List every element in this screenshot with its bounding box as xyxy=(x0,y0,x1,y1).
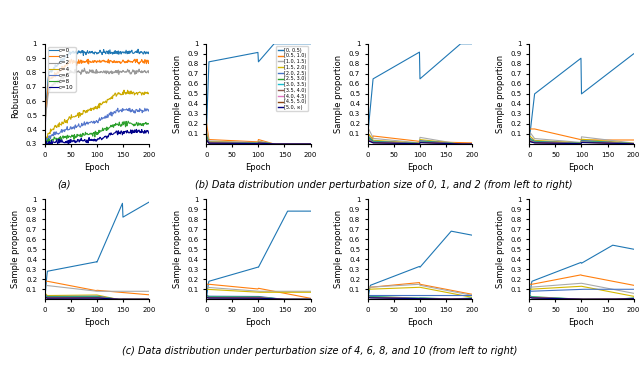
c=6 xyxy=(84,121,92,125)
c=2 xyxy=(79,70,86,74)
c=8 xyxy=(51,135,58,139)
c=0 xyxy=(41,141,49,146)
c=1 xyxy=(97,60,105,64)
c=4 xyxy=(42,138,49,142)
X-axis label: Epoch: Epoch xyxy=(407,319,433,327)
Line: c=10: c=10 xyxy=(45,129,149,145)
c=6 xyxy=(79,123,86,127)
Y-axis label: Sample proportion: Sample proportion xyxy=(496,55,505,133)
c=1 xyxy=(79,61,86,65)
c=1 xyxy=(41,141,49,146)
X-axis label: Epoch: Epoch xyxy=(568,319,595,327)
c=1 xyxy=(145,60,153,65)
c=2 xyxy=(41,142,49,146)
c=6 xyxy=(51,130,58,134)
c=4 xyxy=(84,108,92,113)
c=6 xyxy=(137,108,145,113)
c=4 xyxy=(41,140,49,145)
Y-axis label: Robustness: Robustness xyxy=(12,70,20,118)
c=6 xyxy=(41,142,49,147)
Line: c=6: c=6 xyxy=(45,108,149,145)
Text: (a): (a) xyxy=(57,180,71,190)
c=10 xyxy=(132,127,140,131)
c=8 xyxy=(42,140,49,144)
c=10 xyxy=(79,138,87,143)
c=0 xyxy=(145,50,153,54)
c=1 xyxy=(51,73,58,78)
c=8 xyxy=(97,129,105,133)
Text: (c) Data distribution under perturbation size of 4, 6, 8, and 10 (from left to r: (c) Data distribution under perturbation… xyxy=(122,346,518,356)
Line: c=8: c=8 xyxy=(45,121,149,143)
Y-axis label: Sample proportion: Sample proportion xyxy=(173,210,182,288)
X-axis label: Epoch: Epoch xyxy=(246,163,271,172)
c=1 xyxy=(42,118,49,123)
c=4 xyxy=(120,88,128,92)
c=2 xyxy=(98,70,106,74)
c=10 xyxy=(42,142,49,147)
c=2 xyxy=(137,70,145,74)
c=1 xyxy=(137,59,145,64)
c=0 xyxy=(84,51,92,55)
c=1 xyxy=(133,57,141,61)
c=8 xyxy=(41,141,49,146)
c=2 xyxy=(42,122,49,127)
c=6 xyxy=(42,140,49,144)
c=1 xyxy=(84,62,92,66)
c=0 xyxy=(79,49,86,53)
c=8 xyxy=(124,119,132,123)
c=10 xyxy=(51,140,58,145)
c=0 xyxy=(137,50,145,55)
c=0 xyxy=(42,117,49,121)
Line: c=1: c=1 xyxy=(45,59,149,143)
c=4 xyxy=(97,102,105,107)
c=8 xyxy=(145,122,153,126)
Text: (b) Data distribution under perturbation size of 0, 1, and 2 (from left to right: (b) Data distribution under perturbation… xyxy=(195,180,573,190)
c=8 xyxy=(79,131,86,135)
c=10 xyxy=(98,138,106,142)
c=10 xyxy=(145,131,153,136)
Legend: [0, 0.5), [0.5, 1.0), [1.0, 1.5), [1.5, 2.0), [2.0, 2.5), [2.5, 3.0), [3.0, 3.5): [0, 0.5), [0.5, 1.0), [1.0, 1.5), [1.5, … xyxy=(276,46,308,111)
c=4 xyxy=(137,91,145,95)
c=8 xyxy=(137,123,145,127)
Y-axis label: Sample proportion: Sample proportion xyxy=(335,210,344,288)
Line: c=2: c=2 xyxy=(45,68,149,144)
c=4 xyxy=(145,92,153,96)
c=6 xyxy=(97,117,105,122)
c=10 xyxy=(138,130,145,135)
c=2 xyxy=(51,80,58,85)
c=8 xyxy=(84,132,92,137)
X-axis label: Epoch: Epoch xyxy=(407,163,433,172)
c=6 xyxy=(114,106,122,111)
c=2 xyxy=(81,66,88,70)
c=4 xyxy=(51,126,58,130)
Line: c=0: c=0 xyxy=(45,49,149,143)
Y-axis label: Sample proportion: Sample proportion xyxy=(335,55,344,133)
c=10 xyxy=(85,135,93,140)
c=2 xyxy=(145,69,153,73)
c=4 xyxy=(79,112,86,116)
c=10 xyxy=(42,143,50,147)
Legend: c=0, c=1, c=2, c=4, c=6, c=8, c=10: c=0, c=1, c=2, c=4, c=6, c=8, c=10 xyxy=(47,47,76,92)
Y-axis label: Sample proportion: Sample proportion xyxy=(496,210,505,288)
c=10 xyxy=(41,143,49,147)
X-axis label: Epoch: Epoch xyxy=(568,163,595,172)
c=0 xyxy=(51,66,58,71)
X-axis label: Epoch: Epoch xyxy=(246,319,271,327)
c=0 xyxy=(97,50,105,54)
c=6 xyxy=(145,107,153,112)
X-axis label: Epoch: Epoch xyxy=(84,319,110,327)
Line: c=4: c=4 xyxy=(45,90,149,142)
Y-axis label: Sample proportion: Sample proportion xyxy=(173,55,182,133)
c=0 xyxy=(134,47,142,51)
c=2 xyxy=(85,71,93,75)
Y-axis label: Sample proportion: Sample proportion xyxy=(12,210,20,288)
X-axis label: Epoch: Epoch xyxy=(84,163,110,172)
